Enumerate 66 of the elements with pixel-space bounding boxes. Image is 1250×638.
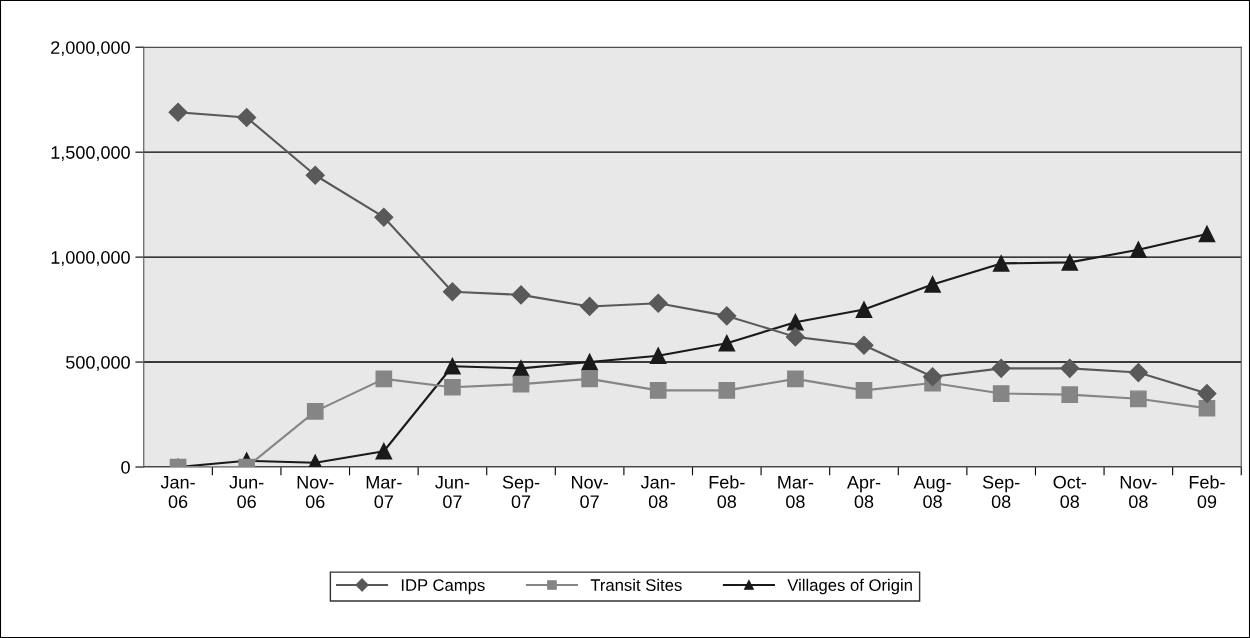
point — [717, 306, 737, 326]
point — [1130, 241, 1147, 259]
point — [649, 382, 667, 399]
point — [718, 334, 736, 352]
point — [581, 353, 598, 371]
point — [1128, 363, 1148, 383]
legend-label: Transit Sites — [590, 578, 682, 591]
x-tick-label: Aug-08 — [913, 476, 951, 509]
point — [1130, 390, 1147, 408]
point — [1198, 399, 1216, 417]
point — [511, 285, 531, 305]
point — [992, 385, 1010, 402]
point — [854, 335, 874, 355]
point — [923, 367, 943, 387]
point — [649, 347, 667, 365]
point — [512, 360, 530, 377]
point — [924, 276, 941, 293]
legend-label: Villages of Origin — [787, 578, 912, 595]
point — [375, 370, 393, 388]
x-tick-label: Nov-08 — [1120, 476, 1157, 509]
x-tick-label: Nov-06 — [297, 476, 334, 509]
point — [305, 165, 325, 185]
point — [237, 107, 257, 128]
point — [855, 301, 873, 318]
x-tick-label: Jan-08 — [640, 476, 675, 509]
point — [1197, 384, 1217, 404]
point — [992, 255, 1010, 272]
point — [580, 296, 600, 316]
x-tick-label: Oct-08 — [1053, 475, 1087, 509]
x-tick-label: Feb-08 — [709, 475, 745, 509]
point — [581, 370, 598, 388]
y-tick-label: 0 — [121, 460, 130, 474]
y-tick-label: 1,500,000 — [51, 146, 130, 162]
x-tick-label: Jun-06 — [229, 476, 264, 509]
x-tick-label: Feb-09 — [1189, 475, 1225, 509]
point — [991, 358, 1011, 378]
x-tick-label: Mar-08 — [778, 476, 814, 509]
legend-label: IDP Camps — [401, 579, 485, 595]
x-tick-label: Jan-06 — [160, 476, 195, 509]
point — [444, 378, 461, 396]
point — [787, 370, 804, 388]
point — [1198, 225, 1216, 243]
x-tick-label: Sep-08 — [982, 475, 1020, 509]
x-tick-label: Mar-07 — [366, 476, 402, 509]
point — [855, 382, 873, 399]
point — [648, 293, 668, 313]
y-tick-label: 2,000,000 — [51, 41, 130, 57]
x-tick-label: Nov-07 — [572, 476, 608, 509]
point — [375, 442, 393, 460]
point — [718, 382, 736, 399]
x-tick-label: Jun-07 — [435, 476, 470, 509]
point — [306, 403, 324, 420]
point — [442, 282, 462, 302]
x-tick-label: Apr-08 — [846, 476, 881, 509]
point — [444, 357, 461, 375]
point — [787, 313, 804, 331]
y-tick-label: 1,000,000 — [51, 251, 130, 266]
point — [1060, 358, 1080, 378]
x-tick-label: Sep-07 — [502, 475, 540, 509]
point — [1061, 386, 1079, 403]
point — [512, 375, 530, 393]
y-tick-label: 500,000 — [66, 356, 130, 371]
point — [1061, 254, 1079, 271]
point — [168, 102, 188, 122]
point — [374, 207, 394, 227]
point — [785, 327, 805, 347]
